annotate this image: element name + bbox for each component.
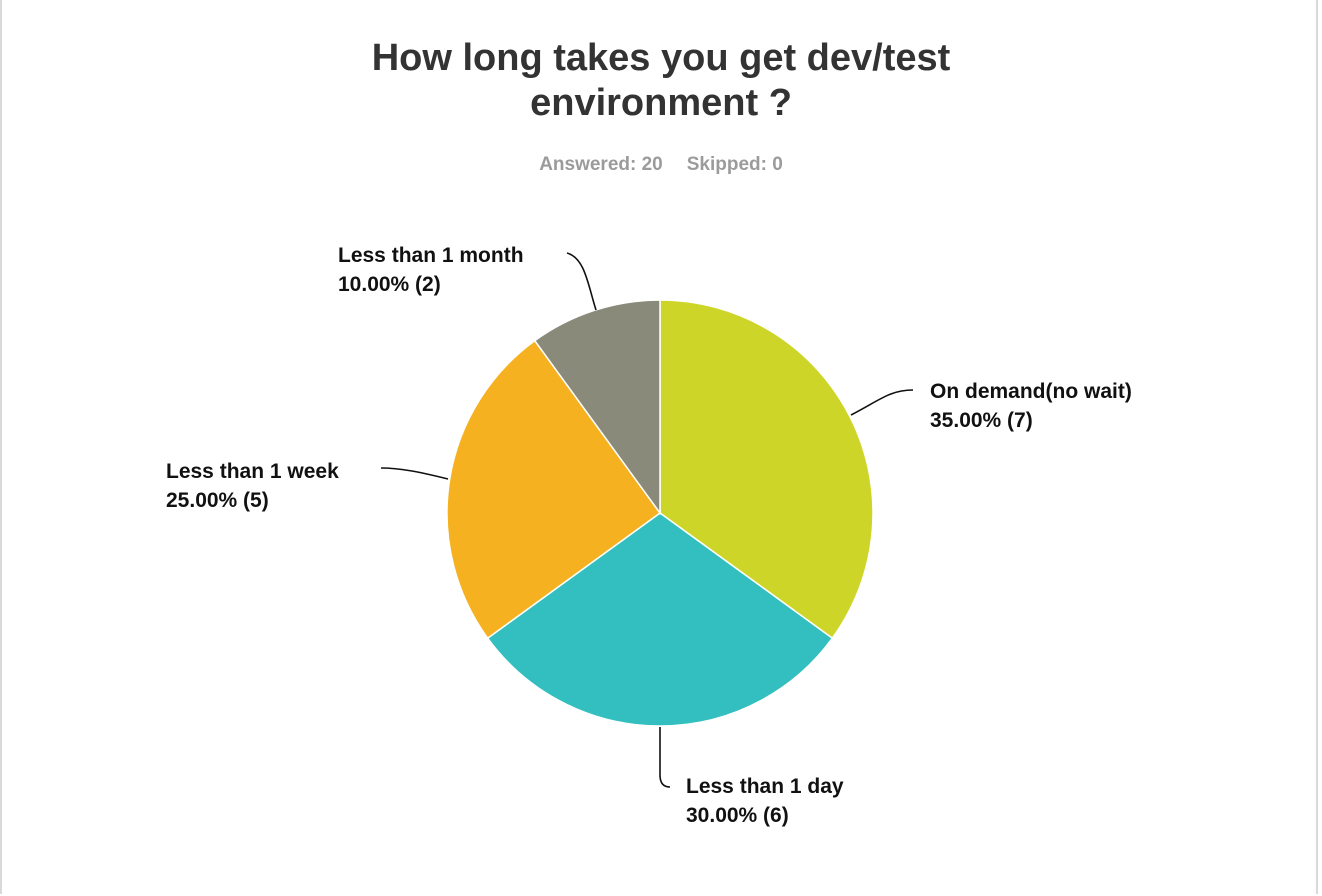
leader-line bbox=[380, 467, 449, 480]
pie-slice-less-than-1-day bbox=[486, 512, 834, 727]
leader-line bbox=[566, 252, 597, 311]
slice-label: Less than 1 day 30.00% (6) bbox=[686, 775, 844, 827]
chart-title-line-2: environment ? bbox=[530, 82, 792, 124]
pie-slice-on-demand-no-wait bbox=[659, 299, 874, 640]
leader-line bbox=[850, 389, 914, 416]
slice-label: Less than 1 week 25.00% (5) bbox=[166, 460, 339, 512]
slice-label-value: 10.00% (2) bbox=[338, 273, 441, 296]
pie-slice-less-than-1-month bbox=[533, 299, 661, 516]
slice-label-name: Less than 1 week bbox=[166, 460, 339, 483]
answered-count: Answered: 20 bbox=[539, 154, 663, 175]
skipped-count: Skipped: 0 bbox=[686, 154, 783, 175]
leader-line bbox=[659, 727, 671, 788]
slice-label: On demand(no wait) 35.00% (7) bbox=[930, 380, 1132, 432]
slice-label-value: 35.00% (7) bbox=[930, 409, 1033, 432]
chart-title: How long takes you get dev/test environm… bbox=[0, 36, 1322, 126]
slice-labels: On demand(no wait) 35.00% (7) Less than 1 … bbox=[166, 244, 1132, 827]
slice-label-value: 25.00% (5) bbox=[166, 489, 269, 512]
response-stats: Answered: 20 Skipped: 0 bbox=[0, 154, 1322, 176]
slice-label-name: Less than 1 month bbox=[338, 244, 524, 267]
leader-lines bbox=[380, 252, 914, 788]
pie-slice-less-than-1-week bbox=[446, 339, 662, 640]
slice-label: Less than 1 month 10.00% (2) bbox=[338, 244, 524, 296]
slice-label-name: On demand(no wait) bbox=[930, 380, 1132, 403]
pie-slices bbox=[446, 299, 874, 727]
slice-label-value: 30.00% (6) bbox=[686, 804, 789, 827]
slice-label-name: Less than 1 day bbox=[686, 775, 844, 798]
chart-title-line-1: How long takes you get dev/test bbox=[371, 37, 951, 79]
